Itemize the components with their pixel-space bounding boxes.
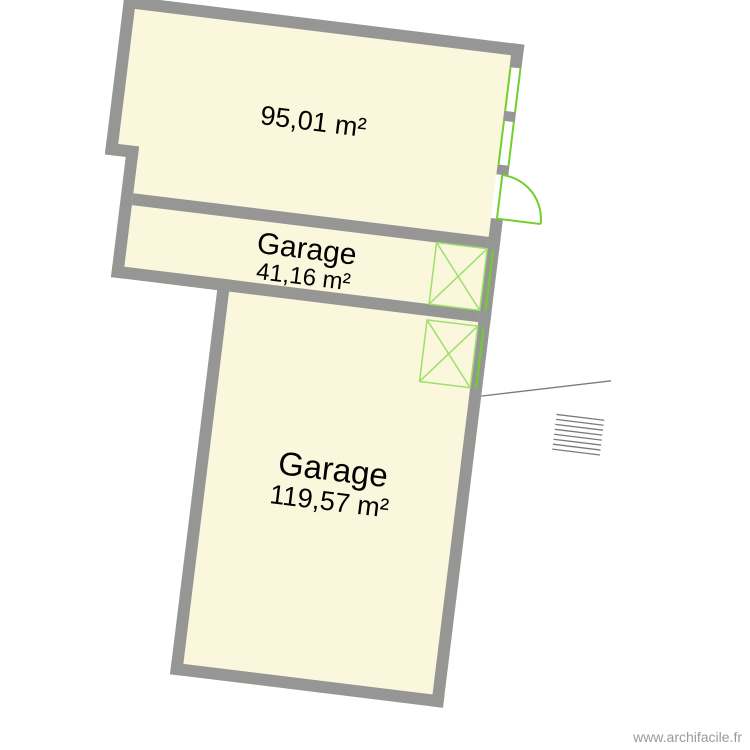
stairs (552, 414, 604, 455)
exterior-line (481, 365, 611, 411)
watermark: www.archifacile.fr (632, 729, 742, 745)
floor-plan: 95,01 m² Garage 41,16 m² Garage 119,57 m… (0, 0, 750, 750)
door-swing (497, 175, 546, 224)
